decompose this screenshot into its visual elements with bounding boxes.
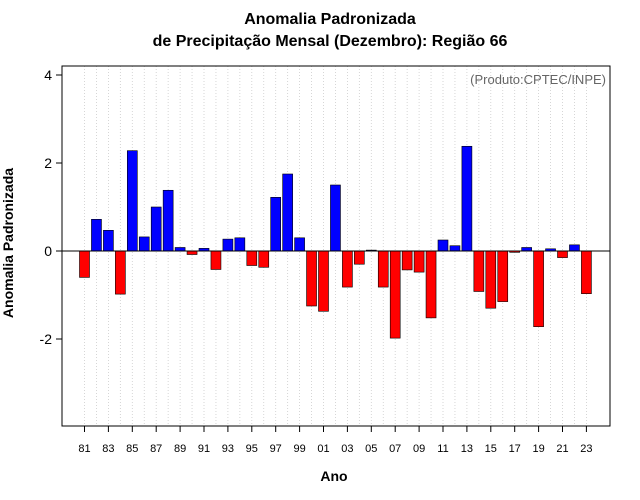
x-tick-label: 97 — [270, 443, 282, 455]
x-tick-label: 89 — [174, 443, 186, 455]
bar-08 — [401, 250, 413, 271]
x-tick-label: 15 — [485, 443, 497, 455]
bar-96 — [258, 250, 270, 268]
x-axis: 81 83 85 87 89 91 93 95 97 99 01 03 05 07 09 11 13 15 17 19… — [78, 426, 593, 455]
bar-07 — [389, 250, 401, 339]
bar-97 — [270, 197, 282, 252]
source-annotation: (Produto:CPTEC/INPE) — [470, 72, 606, 87]
bar-14 — [473, 250, 485, 292]
x-tick-label: 81 — [78, 443, 90, 455]
y-axis: -2 0 2 4 — [40, 67, 62, 347]
x-tick-label: 01 — [317, 443, 329, 455]
bar-92 — [210, 250, 222, 270]
x-tick-label: 91 — [198, 443, 210, 455]
bar-23 — [581, 250, 592, 294]
x-tick-label: 17 — [509, 443, 521, 455]
bar-89 — [174, 247, 186, 252]
bar-16 — [497, 250, 509, 302]
bar-13 — [461, 145, 473, 252]
bar-15 — [485, 250, 497, 309]
bar-01 — [318, 250, 329, 312]
y-tick-label: -2 — [40, 331, 53, 347]
x-tick-label: 99 — [293, 443, 305, 455]
x-tick-label: 09 — [413, 443, 425, 455]
y-tick-label: 4 — [44, 67, 52, 83]
bar-95 — [246, 250, 258, 266]
x-tick-label: 83 — [102, 443, 114, 455]
y-tick-label: 0 — [44, 243, 52, 259]
bar-86 — [138, 236, 150, 252]
bar-87 — [150, 206, 162, 252]
bar-85 — [127, 150, 138, 252]
bar-84 — [115, 250, 126, 295]
bar-18 — [521, 247, 532, 252]
bar-81 — [79, 250, 90, 278]
x-tick-label: 13 — [461, 443, 473, 455]
y-axis-title: Anomalia Padronizada — [0, 168, 16, 318]
bar-94 — [234, 237, 246, 252]
bar-03 — [342, 250, 353, 288]
chart-subtitle: de Precipitação Mensal (Dezembro): Regiã… — [153, 33, 508, 50]
bar-12 — [449, 245, 461, 252]
x-tick-label: 19 — [532, 443, 544, 455]
bar-00 — [306, 250, 317, 307]
x-tick-label: 05 — [365, 443, 377, 455]
bar-83 — [103, 230, 114, 252]
chart-title: Anomalia Padronizada — [244, 11, 416, 28]
x-axis-title: Ano — [320, 468, 347, 484]
bar-02 — [330, 184, 341, 252]
bar-88 — [162, 189, 174, 252]
y-tick-label: 2 — [44, 155, 52, 171]
bars — [79, 145, 592, 339]
bar-93 — [222, 238, 234, 252]
x-tick-label: 23 — [580, 443, 592, 455]
x-tick-label: 95 — [246, 443, 258, 455]
x-tick-label: 11 — [437, 443, 448, 455]
bar-11 — [437, 239, 449, 252]
plot-frame — [61, 65, 611, 427]
x-tick-label: 93 — [222, 443, 234, 455]
x-tick-label: 87 — [150, 443, 162, 455]
x-tick-label: 07 — [389, 443, 401, 455]
bar-98 — [282, 173, 293, 252]
bar-04 — [354, 250, 365, 265]
bar-21 — [557, 250, 568, 258]
x-tick-label: 03 — [341, 443, 353, 455]
bar-09 — [413, 250, 425, 273]
bar-10 — [425, 250, 437, 319]
x-tick-label: 21 — [556, 443, 568, 455]
x-tick-label: 85 — [126, 443, 138, 455]
bar-99 — [294, 237, 305, 252]
bar-90 — [186, 250, 198, 255]
bar-22 — [569, 244, 580, 252]
bar-06 — [377, 250, 389, 288]
bar-82 — [91, 219, 102, 252]
bar-19 — [533, 250, 544, 327]
